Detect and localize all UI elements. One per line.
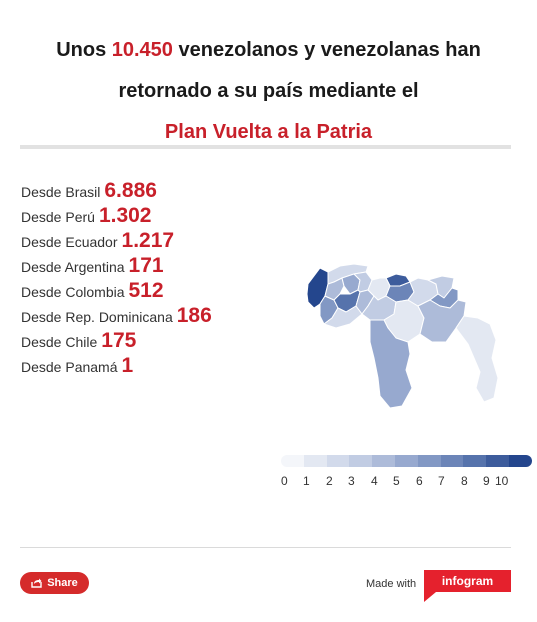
legend-swatch: [326, 455, 350, 467]
list-item: Desde Colombia 512: [21, 278, 212, 303]
list-item: Desde Perú 1.302: [21, 203, 212, 228]
legend-tick-label: 0: [281, 474, 288, 488]
origin-value: 1.302: [98, 204, 152, 227]
legend-tick-label: 3: [348, 474, 355, 488]
legend-ticks: 0 1 2 3 4 5 6 7 8 9 10: [281, 474, 511, 490]
plan-name: Plan Vuelta a la Patria: [164, 121, 373, 143]
origin-label: Desde Brasil: [21, 184, 101, 200]
map-region[interactable]: [369, 319, 413, 409]
legend-tick-label: 1: [303, 474, 310, 488]
logo-tail-shape: [424, 592, 436, 602]
origin-list: Desde Brasil 6.886 Desde Perú 1.302 Desde …: [21, 178, 212, 378]
legend-swatch: [349, 455, 373, 467]
origin-label: Desde Panamá: [21, 359, 118, 375]
made-with-text: Made with: [366, 578, 417, 590]
list-item: Desde Chile 175: [21, 328, 212, 353]
legend-swatch: [463, 455, 487, 467]
list-item: Desde Ecuador 1.217: [21, 228, 212, 253]
origin-label: Desde Rep. Dominicana: [21, 309, 173, 325]
list-item: Desde Panamá 1: [21, 353, 212, 378]
origin-label: Desde Ecuador: [21, 234, 118, 250]
list-item: Desde Rep. Dominicana 186: [21, 303, 212, 328]
legend-swatch: [394, 455, 418, 467]
origin-value: 1: [121, 354, 134, 377]
legend-tick-label: 2: [326, 474, 333, 488]
map-region[interactable]: [417, 299, 467, 343]
legend-tick-label: 9: [483, 474, 490, 488]
origin-value: 512: [128, 279, 164, 302]
origin-value: 171: [128, 254, 164, 277]
list-item: Desde Brasil 6.886: [21, 178, 212, 203]
legend-tick-label: 10: [495, 474, 509, 488]
origin-value: 175: [101, 329, 137, 352]
legend-swatch: [281, 455, 304, 467]
share-icon: [31, 578, 42, 588]
infogram-logo[interactable]: infogram: [424, 570, 511, 602]
legend-swatch: [372, 455, 395, 467]
list-item: Desde Argentina 171: [21, 253, 212, 278]
legend-tick-label: 4: [371, 474, 378, 488]
color-scale-legend: 0 1 2 3 4 5 6 7 8 9 10: [281, 455, 532, 490]
chart-title: Unos 10.450 venezolanos y venezolanas ha…: [0, 30, 537, 153]
title-line-1: Unos 10.450 venezolanos y venezolanas ha…: [56, 39, 481, 61]
legend-tick-label: 8: [461, 474, 468, 488]
legend-tick-label: 7: [438, 474, 445, 488]
title-line-2: retornado a su país mediante el: [118, 80, 419, 102]
share-button[interactable]: Share: [20, 572, 89, 594]
legend-swatch: [440, 455, 464, 467]
legend-tick-label: 6: [416, 474, 423, 488]
total-returned-number: 10.450: [111, 39, 173, 61]
origin-value: 6.886: [104, 179, 157, 202]
infogram-brand-label: infogram: [424, 570, 511, 592]
legend-swatch: [486, 455, 509, 467]
origin-label: Desde Chile: [21, 334, 98, 350]
origin-value: 1.217: [121, 229, 175, 252]
legend-tick-label: 5: [393, 474, 400, 488]
origin-value: 186: [176, 304, 212, 327]
venezuela-choropleth-map: [306, 263, 499, 409]
legend-swatch: [508, 455, 532, 467]
origin-label: Desde Argentina: [21, 259, 125, 275]
legend-swatch: [417, 455, 441, 467]
share-label: Share: [47, 577, 78, 589]
bottom-divider: [20, 547, 511, 548]
legend-color-bar: [281, 455, 532, 467]
origin-label: Desde Perú: [21, 209, 95, 225]
top-divider: [20, 145, 511, 149]
legend-swatch: [303, 455, 327, 467]
map-region[interactable]: [455, 315, 499, 403]
origin-label: Desde Colombia: [21, 284, 125, 300]
